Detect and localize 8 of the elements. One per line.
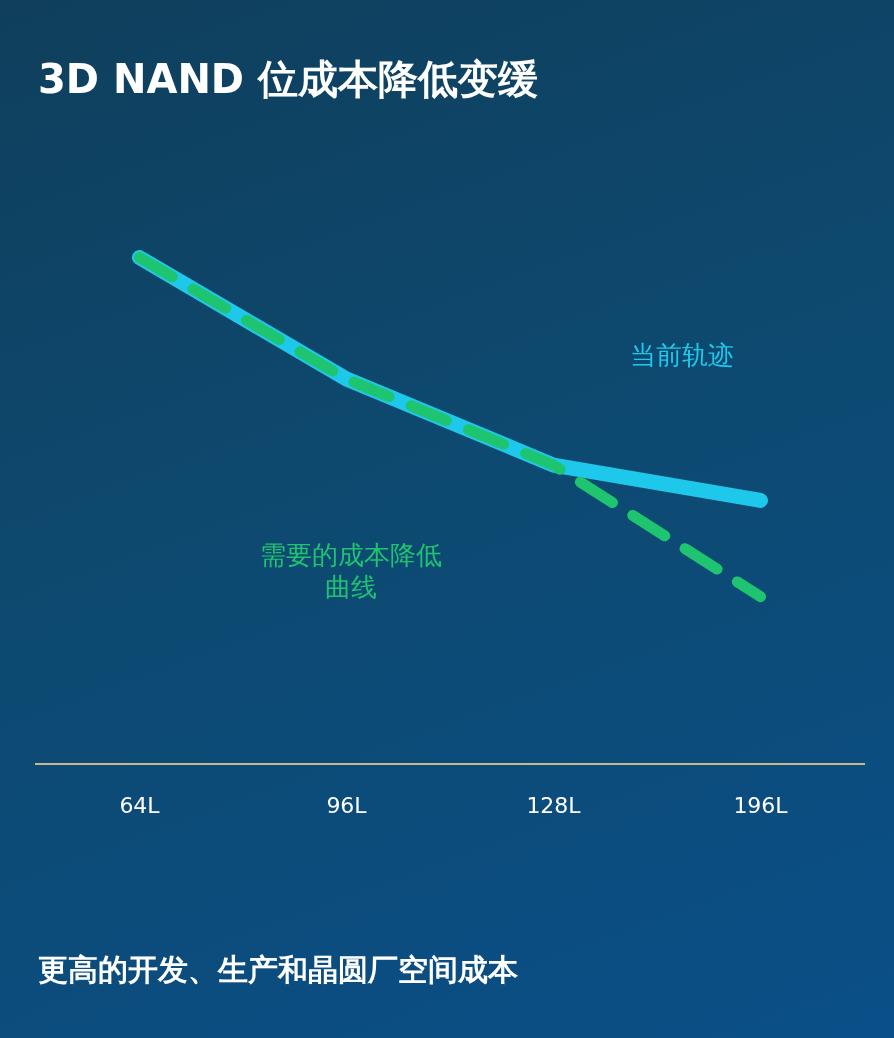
x-tick-label: 196L bbox=[733, 792, 789, 818]
x-tick-label: 128L bbox=[526, 792, 582, 818]
chart-title: 3D NAND 位成本降低变缓 bbox=[38, 55, 538, 104]
x-tick-label: 64L bbox=[119, 792, 161, 818]
x-tick-label: 96L bbox=[326, 792, 368, 818]
text: 当前轨迹 bbox=[629, 340, 734, 371]
text: 需要的成本降低曲线 bbox=[259, 540, 442, 603]
text: 更高的开发、生产和晶圆厂空间成本 bbox=[38, 951, 518, 989]
